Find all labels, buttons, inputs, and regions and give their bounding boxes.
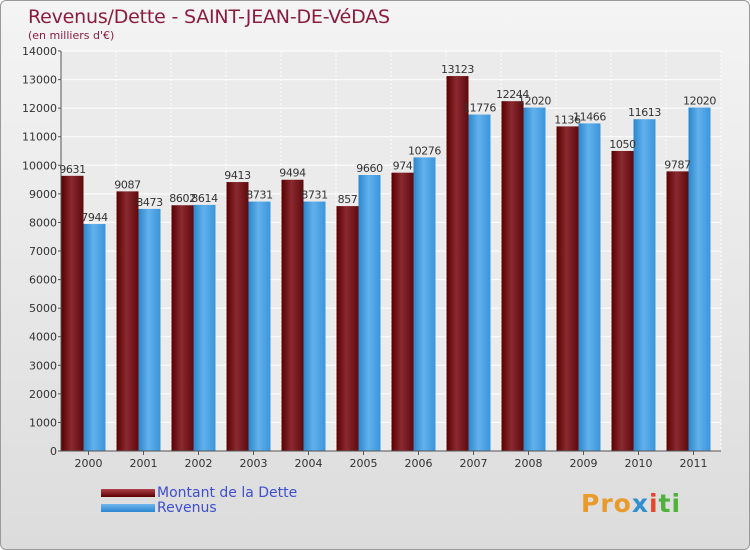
data-label-dette: 1050 bbox=[609, 138, 636, 151]
data-label-dette: 9087 bbox=[114, 178, 141, 191]
data-label-revenus: 12020 bbox=[683, 95, 716, 108]
data-label-dette: 9787 bbox=[664, 158, 691, 171]
y-tick-label: 5000 bbox=[29, 302, 57, 315]
bar-revenus bbox=[248, 201, 271, 451]
data-label-dette: 9494 bbox=[279, 167, 306, 180]
bar-dette bbox=[226, 182, 249, 452]
bar-revenus bbox=[83, 224, 106, 451]
x-tick-label: 2000 bbox=[75, 457, 103, 470]
data-label-revenus: 11466 bbox=[573, 110, 606, 123]
axes: 0 1000 2000 3000 4000 5000 6000 7000 8000 9000 100… bbox=[22, 45, 721, 470]
data-label-revenus: 8731 bbox=[301, 189, 327, 202]
bar-revenus bbox=[138, 208, 161, 451]
data-label-revenus: 8731 bbox=[246, 189, 272, 202]
bar-revenus bbox=[633, 119, 656, 451]
y-tick-label: 6000 bbox=[29, 274, 57, 287]
bar-dette bbox=[116, 191, 139, 451]
bar-revenus bbox=[523, 107, 546, 452]
legend-label-revenus: Revenus bbox=[157, 500, 217, 516]
y-tick-label: 4000 bbox=[29, 331, 57, 344]
data-label-revenus: 8614 bbox=[191, 192, 218, 205]
y-tick-label: 8000 bbox=[29, 216, 57, 229]
bar-dette bbox=[501, 101, 524, 452]
x-tick-label: 2001 bbox=[130, 457, 158, 470]
x-tick-label: 2007 bbox=[460, 457, 488, 470]
chart-subtitle: (en milliers d'€) bbox=[28, 29, 115, 42]
y-tick-label: 12000 bbox=[22, 102, 57, 115]
proxiti-logo: Proxiti bbox=[581, 489, 682, 518]
data-label-dette: 974 bbox=[393, 160, 413, 173]
bar-dette bbox=[336, 206, 359, 451]
y-tick-label: 7000 bbox=[29, 245, 57, 258]
bar-revenus bbox=[193, 204, 216, 451]
x-tick-label: 2011 bbox=[680, 457, 708, 470]
y-tick-label: 11000 bbox=[22, 131, 57, 144]
bar-revenus bbox=[413, 157, 436, 451]
x-tick-label: 2002 bbox=[185, 457, 213, 470]
bar-dette bbox=[281, 179, 304, 451]
data-label-revenus: 12020 bbox=[518, 95, 551, 108]
bar-revenus bbox=[468, 114, 491, 452]
x-tick-label: 2003 bbox=[240, 457, 268, 470]
data-label-revenus: 10276 bbox=[408, 144, 441, 157]
bar-dette bbox=[446, 76, 469, 452]
data-label-dette: 1136 bbox=[554, 113, 581, 126]
legend-swatch-dette bbox=[101, 489, 155, 497]
bar-dette bbox=[171, 205, 194, 451]
bar-revenus bbox=[358, 175, 381, 451]
legend-swatch-revenus bbox=[101, 504, 155, 512]
chart-title: Revenus/Dette - SAINT-JEAN-DE-VéDAS bbox=[28, 6, 390, 28]
x-tick-label: 2004 bbox=[295, 457, 323, 470]
bar-dette bbox=[391, 172, 414, 451]
data-label-dette: 8602 bbox=[169, 192, 195, 205]
y-tick-label: 13000 bbox=[22, 74, 57, 87]
y-tick-label: 0 bbox=[50, 445, 57, 458]
y-tick-label: 9000 bbox=[29, 188, 57, 201]
data-label-revenus: 11613 bbox=[628, 106, 661, 119]
x-tick-label: 2006 bbox=[405, 457, 433, 470]
data-label-dette: 12244 bbox=[496, 88, 529, 101]
bar-revenus bbox=[303, 201, 326, 451]
y-tick-label: 3000 bbox=[29, 359, 57, 372]
x-tick-label: 2008 bbox=[515, 457, 543, 470]
y-tick-label: 1000 bbox=[29, 416, 57, 429]
data-label-revenus: 11776 bbox=[463, 102, 496, 115]
x-tick-label: 2009 bbox=[570, 457, 598, 470]
bar-revenus bbox=[688, 107, 711, 452]
bar-dette bbox=[611, 150, 634, 451]
bar-dette bbox=[61, 175, 84, 452]
y-tick-label: 2000 bbox=[29, 388, 57, 401]
y-tick-label: 10000 bbox=[22, 159, 57, 172]
bar-revenus bbox=[578, 123, 601, 452]
bars bbox=[61, 76, 711, 452]
x-tick-label: 2005 bbox=[350, 457, 378, 470]
bar-dette bbox=[666, 171, 689, 451]
legend-label-dette: Montant de la Dette bbox=[157, 485, 298, 501]
data-label-dette: 9413 bbox=[224, 169, 251, 182]
bar-dette bbox=[556, 126, 579, 452]
data-label-revenus: 9660 bbox=[356, 162, 383, 175]
data-label-revenus: 8473 bbox=[136, 196, 163, 209]
gridlines bbox=[60, 50, 722, 452]
data-label-dette: 13123 bbox=[441, 63, 474, 76]
x-tick-label: 2010 bbox=[625, 457, 653, 470]
data-label-dette: 9631 bbox=[59, 163, 85, 176]
data-label-revenus: 7944 bbox=[81, 211, 108, 224]
data-label-dette: 857 bbox=[338, 193, 358, 206]
y-tick-label: 14000 bbox=[22, 45, 57, 58]
